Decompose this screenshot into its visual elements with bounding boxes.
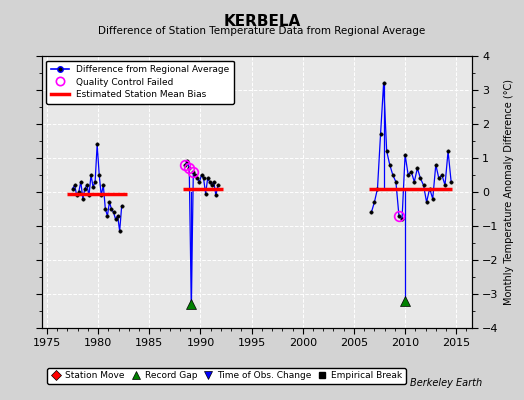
Text: Berkeley Earth: Berkeley Earth (410, 378, 482, 388)
Legend: Station Move, Record Gap, Time of Obs. Change, Empirical Break: Station Move, Record Gap, Time of Obs. C… (47, 368, 406, 384)
Y-axis label: Monthly Temperature Anomaly Difference (°C): Monthly Temperature Anomaly Difference (… (504, 79, 514, 305)
Text: KERBELA: KERBELA (223, 14, 301, 29)
Text: Difference of Station Temperature Data from Regional Average: Difference of Station Temperature Data f… (99, 26, 425, 36)
